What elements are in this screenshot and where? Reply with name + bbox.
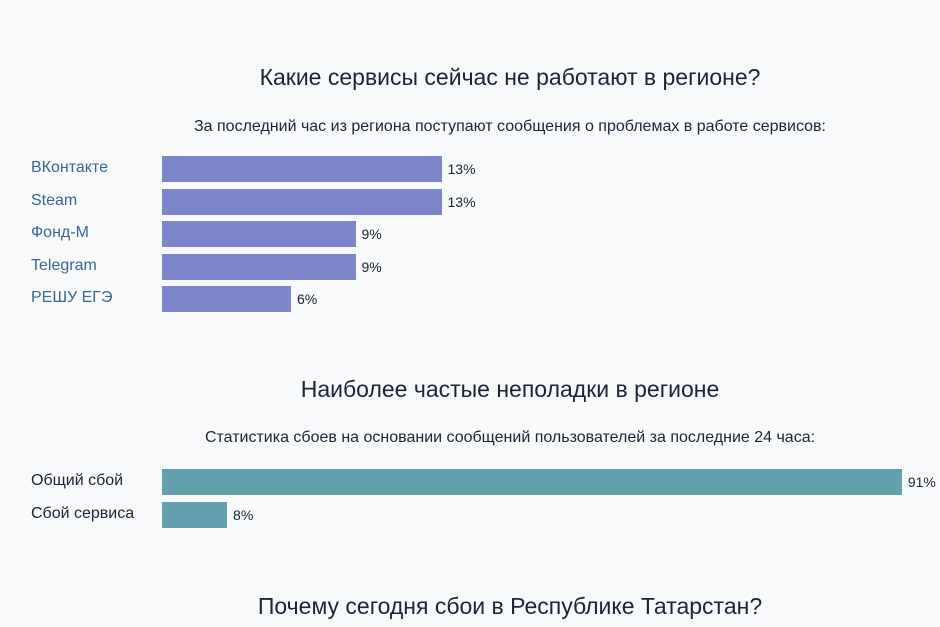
bar-label[interactable]: Фонд-М [31,224,89,241]
bar [162,469,902,495]
bar-row: Фонд-М 9% [0,221,940,247]
bar [162,253,356,280]
bar-row: Telegram 9% [0,253,940,280]
bar-label: Общий сбой [31,472,124,489]
bar-row: ВКонтакте 13% [0,156,940,182]
bar-row: Сбой сервиса 8% [0,501,940,528]
chart1-subtitle: За последний час из региона поступают со… [194,118,826,135]
bar [162,286,291,312]
bar-label[interactable]: Telegram [31,256,97,274]
chart1-title: Какие сервисы сейчас не работают в регио… [259,64,761,90]
bar-value-label: 6% [297,291,318,307]
bar-value-label: 8% [233,506,254,523]
chart2-title: Наиболее частые неполадки в регионе [300,376,720,402]
bar [162,156,442,182]
bar-label: Сбой сервиса [31,504,135,522]
bar-label[interactable]: РЕШУ ЕГЭ [31,289,113,306]
bar-label[interactable]: ВКонтакте [31,159,108,176]
bar-value-label: 91% [907,474,936,490]
bar-value-label: 13% [447,193,476,210]
bar-label[interactable]: Steam [31,191,78,209]
bar-row: РЕШУ ЕГЭ 6% [0,286,940,312]
bar [162,188,442,215]
bar [162,221,356,247]
bar-row: Общий сбой 91% [0,469,940,495]
section3-title: Почему сегодня сбои в Республике Татарст… [257,593,763,619]
bar-row: Steam 13% [0,188,940,215]
bar-value-label: 9% [361,226,382,242]
bar [162,501,228,528]
bar-value-label: 9% [361,258,382,275]
chart2-subtitle: Статистика сбоев на основании сообщений … [204,429,816,446]
bar-value-label: 13% [447,161,476,177]
